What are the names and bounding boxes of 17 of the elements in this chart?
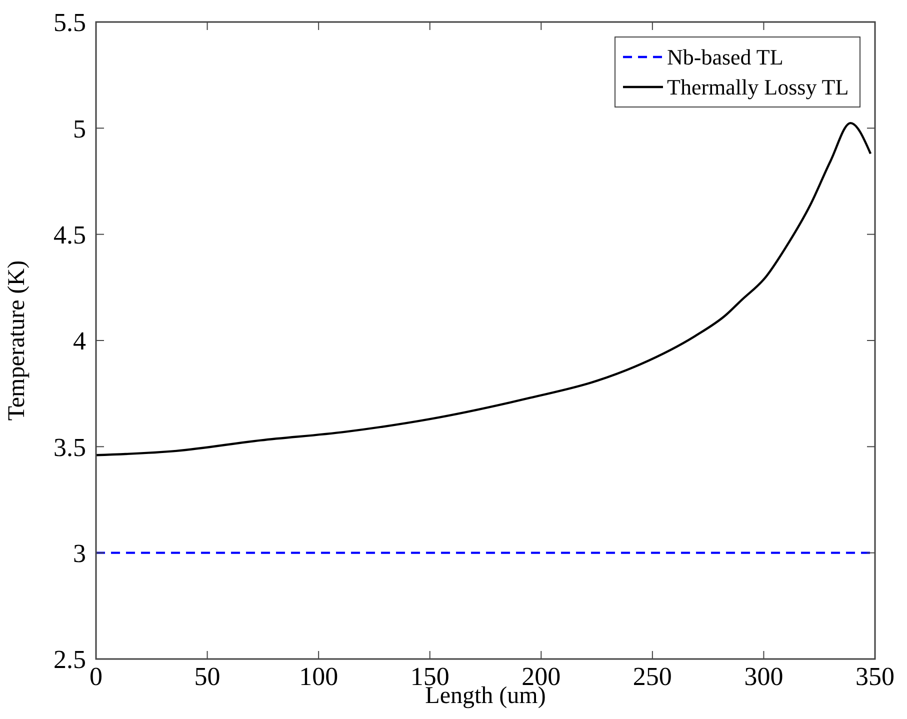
legend-label: Nb-based TL [667, 44, 784, 70]
x-tick-label: 0 [90, 662, 102, 691]
y-tick-label: 3.5 [54, 432, 86, 462]
y-axis-title: Temperature (K) [4, 260, 30, 421]
x-tick-label: 250 [632, 662, 672, 691]
y-tick-label: 4 [73, 326, 86, 356]
y-tick-label: 3 [73, 538, 86, 568]
y-tick-label: 5 [73, 114, 86, 144]
x-tick-label: 300 [744, 662, 784, 691]
x-tick-label: 100 [299, 662, 338, 691]
y-tick-label: 5.5 [54, 8, 86, 38]
line-series [94, 122, 872, 456]
y-tick-label: 4.5 [54, 220, 86, 250]
x-tick-label: 350 [856, 662, 894, 691]
x-tick-label: 50 [194, 662, 220, 691]
legend-label: Thermally Lossy TL [667, 74, 849, 100]
y-tick-label: 2.5 [54, 645, 86, 674]
